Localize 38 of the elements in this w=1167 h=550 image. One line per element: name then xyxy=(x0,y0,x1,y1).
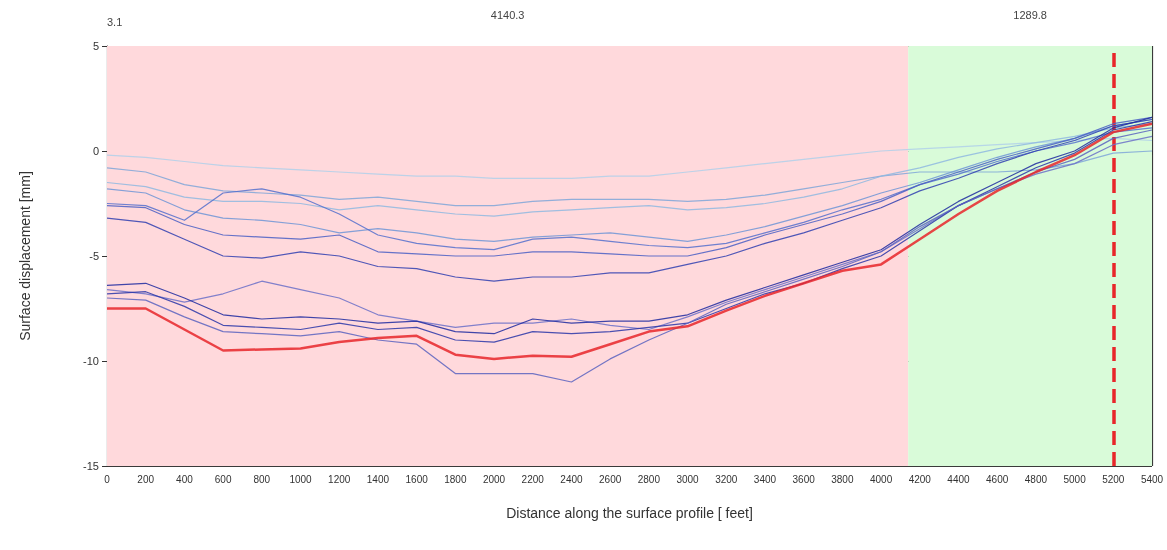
x-tick-label: 1800 xyxy=(444,473,467,485)
y-tick-label: -10 xyxy=(83,355,99,367)
y-tick-label: -15 xyxy=(83,460,99,472)
x-tick-label: 4400 xyxy=(947,473,971,485)
x-tick-label: 3200 xyxy=(715,473,738,485)
text: 3.1 xyxy=(107,15,123,28)
x-tick-label: 4600 xyxy=(986,473,1009,485)
y-tick-label: -5 xyxy=(89,250,99,262)
x-tick-label: 2000 xyxy=(482,473,506,485)
y-axis-title: Surface displacement [mm] xyxy=(17,171,33,341)
x-tick-label: 2400 xyxy=(560,473,583,485)
y-tick-label: 5 xyxy=(92,40,99,52)
x-tick-label: 4000 xyxy=(869,473,893,485)
x-tick-label: 4800 xyxy=(1024,473,1048,485)
x-tick-label: 5200 xyxy=(1102,473,1125,485)
y-tick-label: 0 xyxy=(92,145,99,157)
x-tick-label: 5400 xyxy=(1140,473,1164,485)
x-tick-label: 3400 xyxy=(753,473,777,485)
x-tick-label: 3000 xyxy=(676,473,700,485)
x-tick-label: 3600 xyxy=(792,473,816,485)
x-axis-title: Distance along the surface profile [ feet] xyxy=(506,505,753,521)
x-tick-label: 1400 xyxy=(366,473,390,485)
band-label: 1289.8 xyxy=(1013,8,1047,21)
x-tick-label: 2600 xyxy=(599,473,622,485)
x-tick-label: 1200 xyxy=(328,473,351,485)
x-tick-label: 4200 xyxy=(908,473,932,485)
x-tick-label: 1000 xyxy=(289,473,313,485)
x-tick-label: 0 xyxy=(104,473,111,485)
x-tick-label: 3800 xyxy=(831,473,854,485)
x-tick-label: 2800 xyxy=(637,473,661,485)
x-tick-label: 2200 xyxy=(521,473,545,485)
x-tick-label: 200 xyxy=(137,473,155,485)
x-tick-label: 400 xyxy=(176,473,194,485)
x-tick-label: 600 xyxy=(214,473,232,485)
x-tick-label: 1600 xyxy=(405,473,429,485)
band-label: 4140.3 xyxy=(490,8,525,21)
x-tick-label: 800 xyxy=(253,473,271,485)
x-tick-label: 5000 xyxy=(1063,473,1087,485)
